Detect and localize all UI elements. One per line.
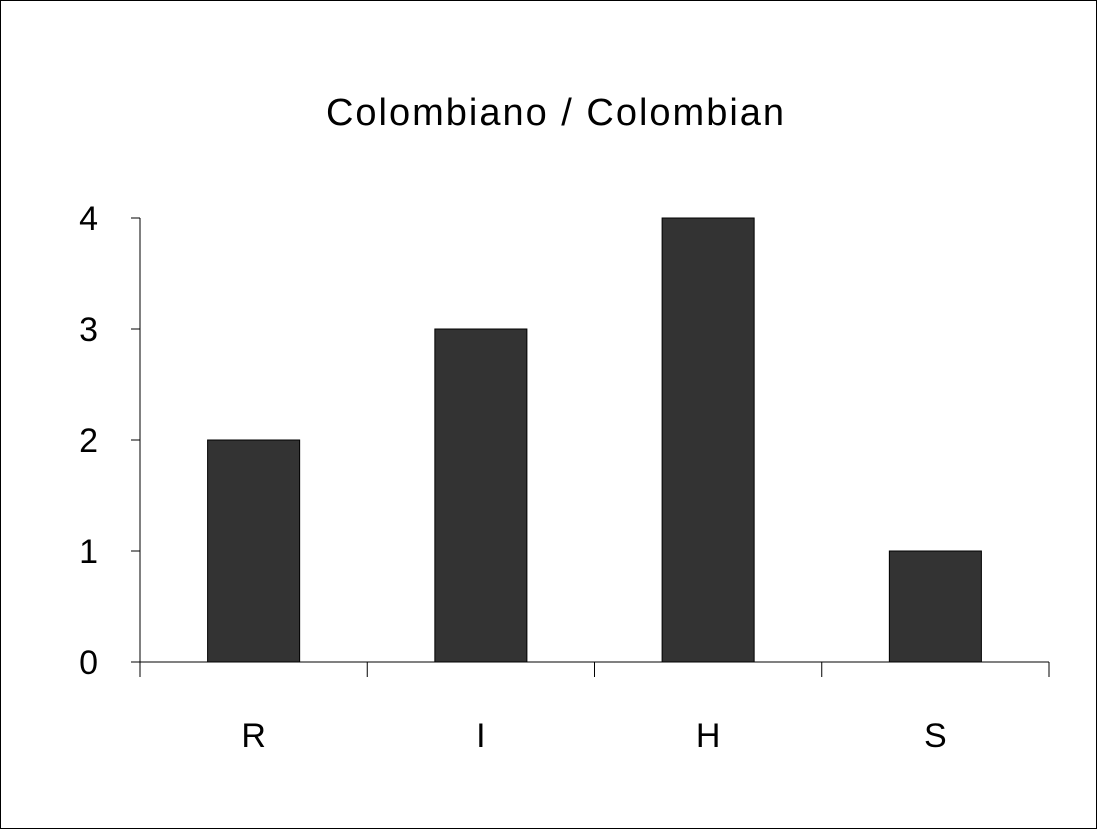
y-axis-ticks: 0 1 2 3 4 xyxy=(79,200,140,682)
chart-title: Colombiano / Colombian xyxy=(326,92,786,134)
bar-h xyxy=(661,217,755,663)
bar-s xyxy=(888,550,982,663)
x-tick-label: S xyxy=(924,717,947,755)
bar-r xyxy=(207,439,301,663)
bar-i xyxy=(434,328,528,663)
x-tick-label: I xyxy=(476,717,485,755)
y-tick-label: 0 xyxy=(79,644,98,682)
bars xyxy=(207,217,982,663)
y-tick-label: 2 xyxy=(79,422,98,460)
y-tick-label: 1 xyxy=(79,533,98,571)
x-tick-label: R xyxy=(241,717,266,755)
y-tick-label: 3 xyxy=(79,311,98,349)
x-tick-label: H xyxy=(696,717,721,755)
y-tick-label: 4 xyxy=(79,200,98,238)
